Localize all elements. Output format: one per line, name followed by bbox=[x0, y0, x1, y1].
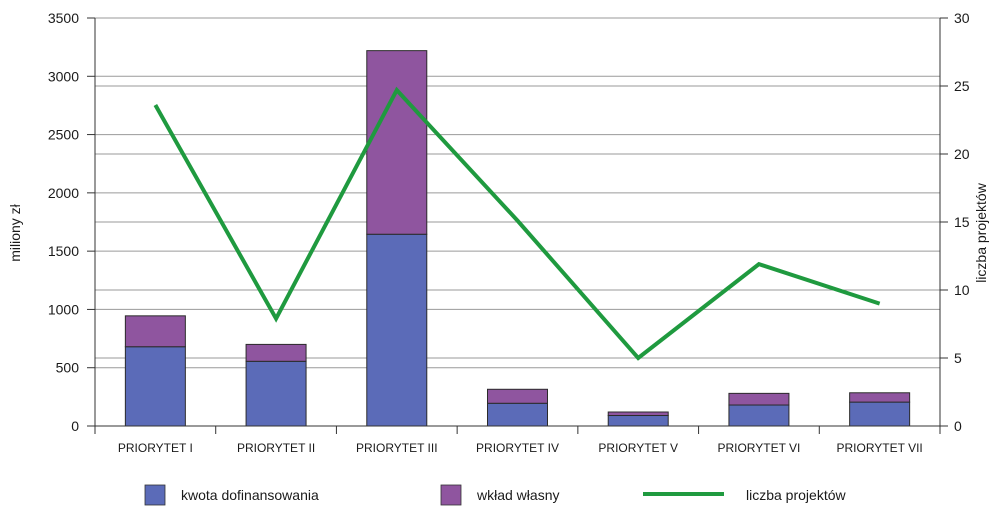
legend-label-liczba-projektow: liczba projektów bbox=[746, 487, 846, 503]
bar-segment bbox=[366, 50, 428, 235]
tick-label-right: 15 bbox=[954, 214, 970, 230]
bar-segment bbox=[728, 404, 790, 427]
bar-segment bbox=[728, 392, 790, 406]
tick-label-left: 3000 bbox=[48, 68, 79, 84]
tick-label-left: 0 bbox=[71, 418, 79, 434]
tick-label-left: 2000 bbox=[48, 185, 79, 201]
y-axis-title-right: liczba projektów bbox=[973, 182, 989, 282]
legend-label-kwota-dofinansowania: kwota dofinansowania bbox=[181, 487, 319, 503]
category-label: PRIORYTET VI bbox=[717, 441, 800, 455]
category-label: PRIORYTET III bbox=[356, 441, 438, 455]
category-label: PRIORYTET VII bbox=[837, 441, 923, 455]
y-axis-title-left: miliony zł bbox=[7, 203, 23, 261]
category-label: PRIORYTET IV bbox=[476, 441, 559, 455]
tick-label-right: 30 bbox=[954, 10, 970, 26]
tick-label-left: 1500 bbox=[48, 243, 79, 259]
bar-segment bbox=[245, 360, 307, 427]
left-tick-labels: 0 500 1000 1500 2000 2500 3000 3500 bbox=[48, 10, 79, 434]
bar-segment bbox=[607, 411, 669, 417]
tick-label-left: 3500 bbox=[48, 10, 79, 26]
axes bbox=[87, 17, 948, 434]
bars bbox=[124, 50, 911, 427]
right-tick-labels: 0 5 10 15 20 25 30 bbox=[954, 10, 970, 434]
legend: kwota dofinansowania wkład własny liczba… bbox=[144, 484, 846, 506]
category-label: PRIORYTET I bbox=[118, 441, 193, 455]
legend-swatch-wklad-wlasny bbox=[440, 484, 462, 506]
bar-segment bbox=[849, 401, 911, 427]
bar-segment bbox=[124, 346, 186, 427]
legend-swatch-kwota-dofinansowania bbox=[144, 484, 166, 506]
bar-segment bbox=[487, 388, 548, 404]
legend-label-wklad-wlasny: wkład własny bbox=[476, 487, 559, 503]
category-label: PRIORYTET V bbox=[598, 441, 678, 455]
category-labels: PRIORYTET I PRIORYTET II PRIORYTET III PRIO… bbox=[118, 441, 923, 455]
tick-label-left: 1000 bbox=[48, 301, 79, 317]
bar-segment bbox=[366, 233, 428, 427]
tick-label-left: 500 bbox=[56, 360, 80, 376]
bar-segment bbox=[245, 343, 307, 362]
tick-label-right: 20 bbox=[954, 146, 970, 162]
bar-segment bbox=[487, 402, 548, 427]
bar-segment bbox=[849, 392, 911, 403]
gridlines bbox=[95, 17, 940, 369]
bar-segment bbox=[607, 415, 669, 427]
tick-label-right: 5 bbox=[954, 350, 962, 366]
tick-label-right: 25 bbox=[954, 78, 970, 94]
tick-label-right: 10 bbox=[954, 282, 970, 298]
bar-segment bbox=[124, 315, 186, 348]
tick-label-left: 2500 bbox=[48, 127, 79, 143]
tick-label-right: 0 bbox=[954, 418, 962, 434]
series-line-liczba-projektow bbox=[153, 86, 881, 361]
category-label: PRIORYTET II bbox=[237, 441, 315, 455]
